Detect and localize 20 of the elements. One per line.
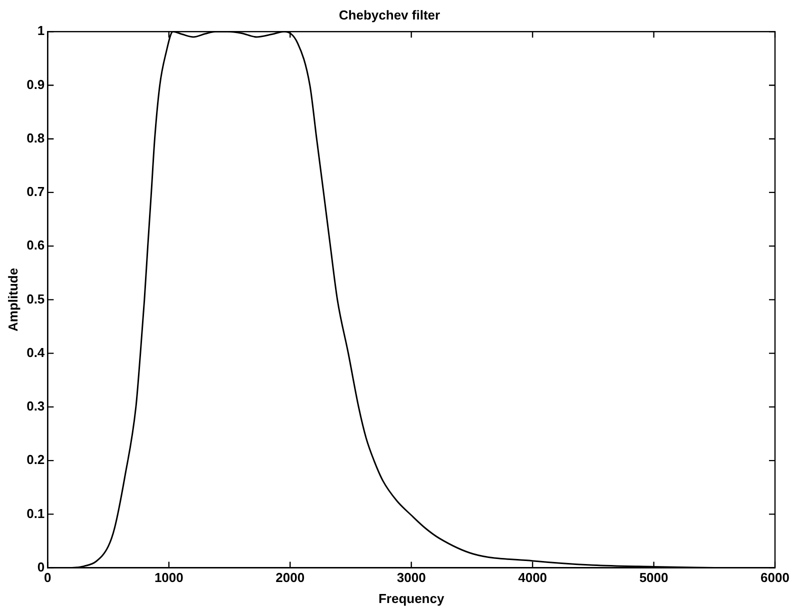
x-axis-title: Frequency bbox=[378, 590, 445, 606]
x-tick-label: 4000 bbox=[518, 570, 548, 586]
y-tick-label: 0.2 bbox=[26, 452, 45, 468]
x-tick-label: 2000 bbox=[276, 570, 305, 586]
y-tick-label: 0.3 bbox=[26, 398, 45, 414]
x-tick-label: 5000 bbox=[639, 570, 668, 586]
y-tick-label: 0.7 bbox=[26, 184, 45, 200]
y-tick-label: 0.9 bbox=[26, 76, 45, 92]
chart-title: Chebychev filter bbox=[338, 7, 440, 22]
x-tick-label: 6000 bbox=[760, 570, 790, 586]
y-tick-label: 0.1 bbox=[26, 506, 45, 521]
y-tick-label: 0 bbox=[37, 559, 45, 574]
x-tick-label: 1000 bbox=[154, 570, 184, 586]
y-tick-label: 1 bbox=[37, 23, 45, 38]
y-tick-label: 0.8 bbox=[26, 130, 45, 146]
y-tick-label: 0.5 bbox=[26, 291, 45, 306]
y-tick-label: 0.6 bbox=[26, 238, 45, 253]
x-tick-label: 3000 bbox=[396, 570, 426, 586]
y-axis-title: Amplitude bbox=[5, 268, 20, 332]
y-tick-label: 0.4 bbox=[26, 344, 46, 360]
